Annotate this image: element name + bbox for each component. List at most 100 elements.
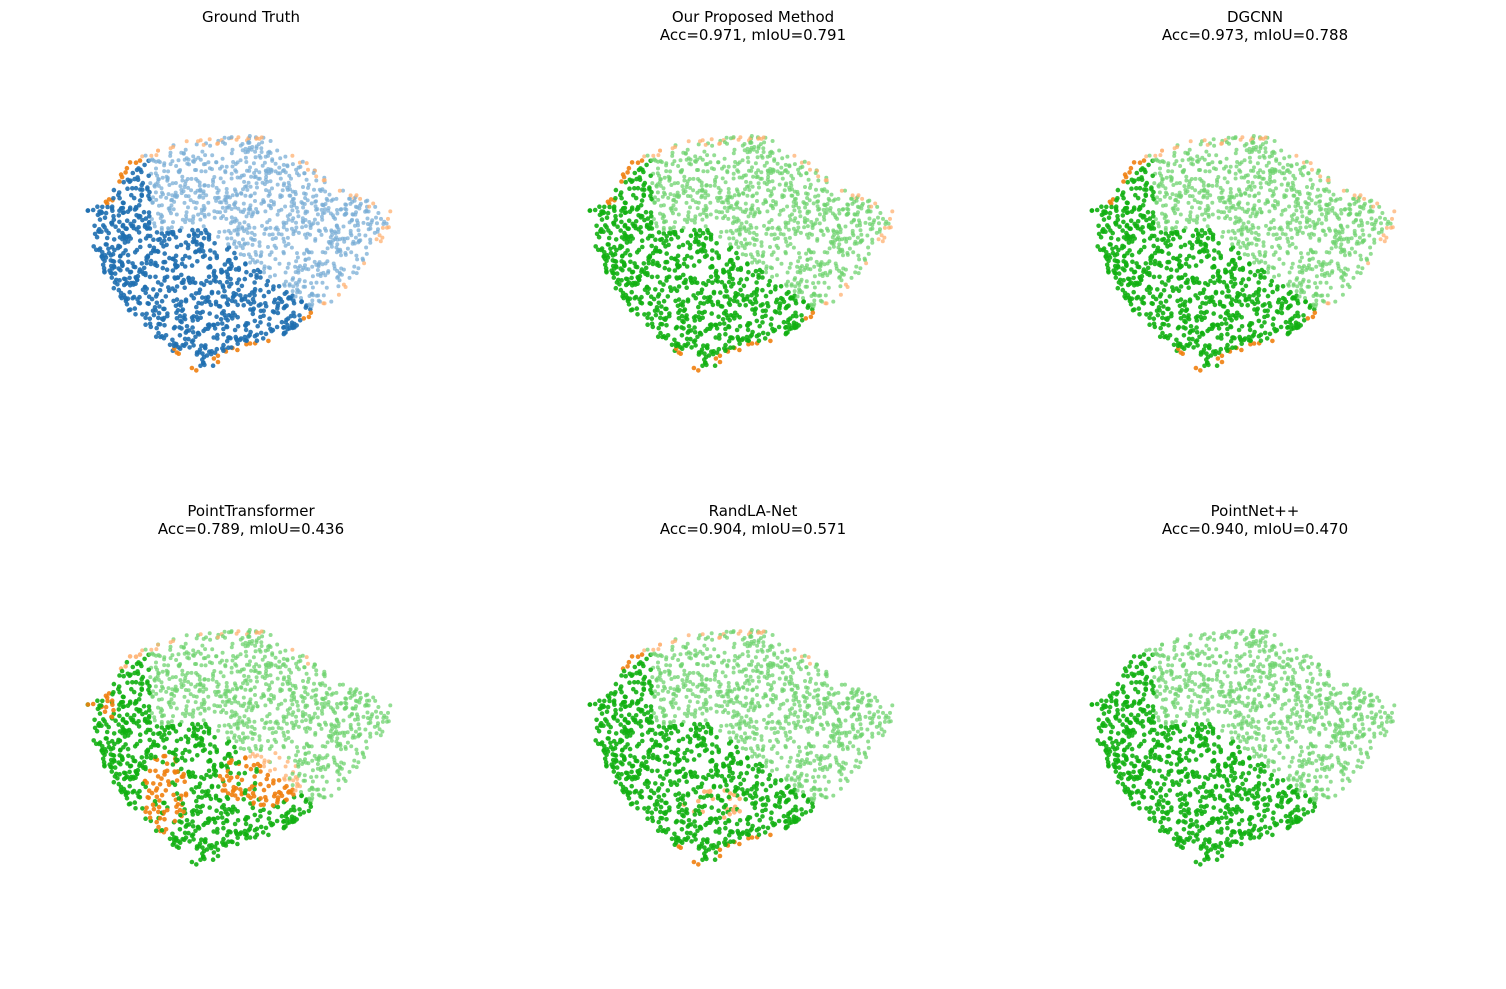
cloud-point: [1124, 210, 1130, 216]
cloud-point: [311, 221, 316, 226]
cloud-point: [191, 159, 196, 164]
cloud-point: [1172, 153, 1177, 158]
cloud-point: [335, 275, 340, 280]
cloud-point: [783, 183, 788, 188]
cloud-point: [731, 135, 736, 140]
cloud-point: [1218, 346, 1224, 352]
cloud-point: [304, 235, 309, 240]
cloud-point: [645, 270, 650, 276]
cloud-point: [239, 191, 244, 196]
cloud-point: [803, 205, 808, 210]
cloud-point: [804, 251, 809, 256]
cloud-point: [258, 330, 264, 336]
cloud-point: [228, 276, 233, 282]
cloud-point: [1228, 190, 1233, 195]
cloud-point: [1296, 203, 1301, 208]
cloud-point: [620, 206, 626, 211]
cloud-point: [1145, 209, 1151, 215]
cloud-point: [1178, 284, 1184, 289]
cloud-point: [636, 247, 642, 253]
cloud-point: [1152, 250, 1158, 256]
cloud-point: [201, 354, 207, 360]
cloud-point: [1228, 324, 1234, 330]
cloud-point: [265, 278, 271, 284]
cloud-point: [705, 162, 710, 166]
cloud-point: [692, 318, 698, 323]
cloud-point: [748, 299, 753, 305]
cloud-point: [255, 210, 260, 215]
cloud-point: [305, 198, 310, 203]
cloud-point: [1289, 235, 1294, 240]
cloud-point: [1277, 257, 1282, 262]
cloud-point: [255, 323, 260, 329]
cloud-point: [1318, 207, 1323, 212]
cloud-point: [248, 272, 254, 278]
cloud-point: [1257, 199, 1261, 203]
cloud-point: [1218, 185, 1223, 190]
cloud-point: [157, 304, 162, 309]
cloud-point: [148, 261, 154, 267]
cloud-point: [1297, 264, 1302, 269]
cloud-point: [116, 213, 122, 218]
cloud-point: [1365, 220, 1370, 225]
cloud-point: [744, 207, 749, 212]
cloud-point: [254, 168, 259, 173]
cloud-point: [1121, 195, 1126, 201]
cloud-point: [708, 274, 714, 280]
cloud-point: [206, 183, 211, 188]
cloud-point: [1182, 318, 1187, 324]
cloud-point: [236, 227, 241, 232]
cloud-point: [308, 310, 314, 316]
cloud-point: [829, 192, 834, 197]
cloud-point: [1183, 261, 1189, 267]
cloud-point: [1203, 211, 1208, 215]
cloud-point: [247, 206, 252, 210]
cloud-point: [373, 204, 378, 209]
cloud-point: [1202, 230, 1208, 236]
cloud-point: [737, 324, 743, 329]
cloud-point: [770, 225, 775, 230]
cloud-point: [247, 134, 252, 138]
cloud-point: [673, 341, 679, 346]
cloud-point: [821, 232, 826, 237]
cloud-point: [681, 191, 686, 196]
cloud-point: [732, 193, 737, 198]
cloud-point: [760, 302, 765, 307]
cloud-point: [284, 303, 289, 309]
cloud-point: [1165, 306, 1170, 312]
cloud-point: [668, 169, 673, 174]
cloud-point: [625, 297, 631, 302]
cloud-point: [708, 200, 713, 205]
cloud-point: [235, 232, 240, 237]
cloud-point: [109, 220, 115, 226]
cloud-point: [1372, 237, 1377, 242]
cloud-point: [342, 239, 347, 244]
cloud-point: [1263, 201, 1268, 206]
cloud-point: [294, 225, 299, 230]
cloud-point: [1219, 353, 1225, 359]
cloud-point: [196, 332, 202, 337]
cloud-point: [654, 221, 659, 226]
cloud-point: [805, 224, 810, 229]
cloud-point: [251, 306, 256, 312]
cloud-point: [164, 242, 169, 248]
cloud-point: [136, 230, 142, 235]
cloud-point: [821, 214, 826, 219]
cloud-point: [352, 198, 357, 203]
cloud-point: [1256, 286, 1262, 292]
cloud-point: [862, 256, 867, 261]
cloud-point: [284, 227, 289, 232]
cloud-point: [303, 258, 308, 262]
cloud-point: [734, 228, 739, 233]
panel-title: Our Proposed Method Acc=0.971, mIoU=0.79…: [502, 8, 1004, 44]
cloud-point: [1104, 204, 1109, 210]
cloud-point: [781, 299, 787, 305]
cloud-point: [1277, 236, 1282, 241]
cloud-point: [766, 175, 771, 179]
cloud-point: [713, 180, 718, 185]
cloud-point: [1280, 284, 1286, 289]
cloud-point: [207, 256, 213, 262]
cloud-point: [280, 188, 285, 193]
cloud-point: [730, 335, 735, 341]
cloud-point: [203, 153, 208, 158]
